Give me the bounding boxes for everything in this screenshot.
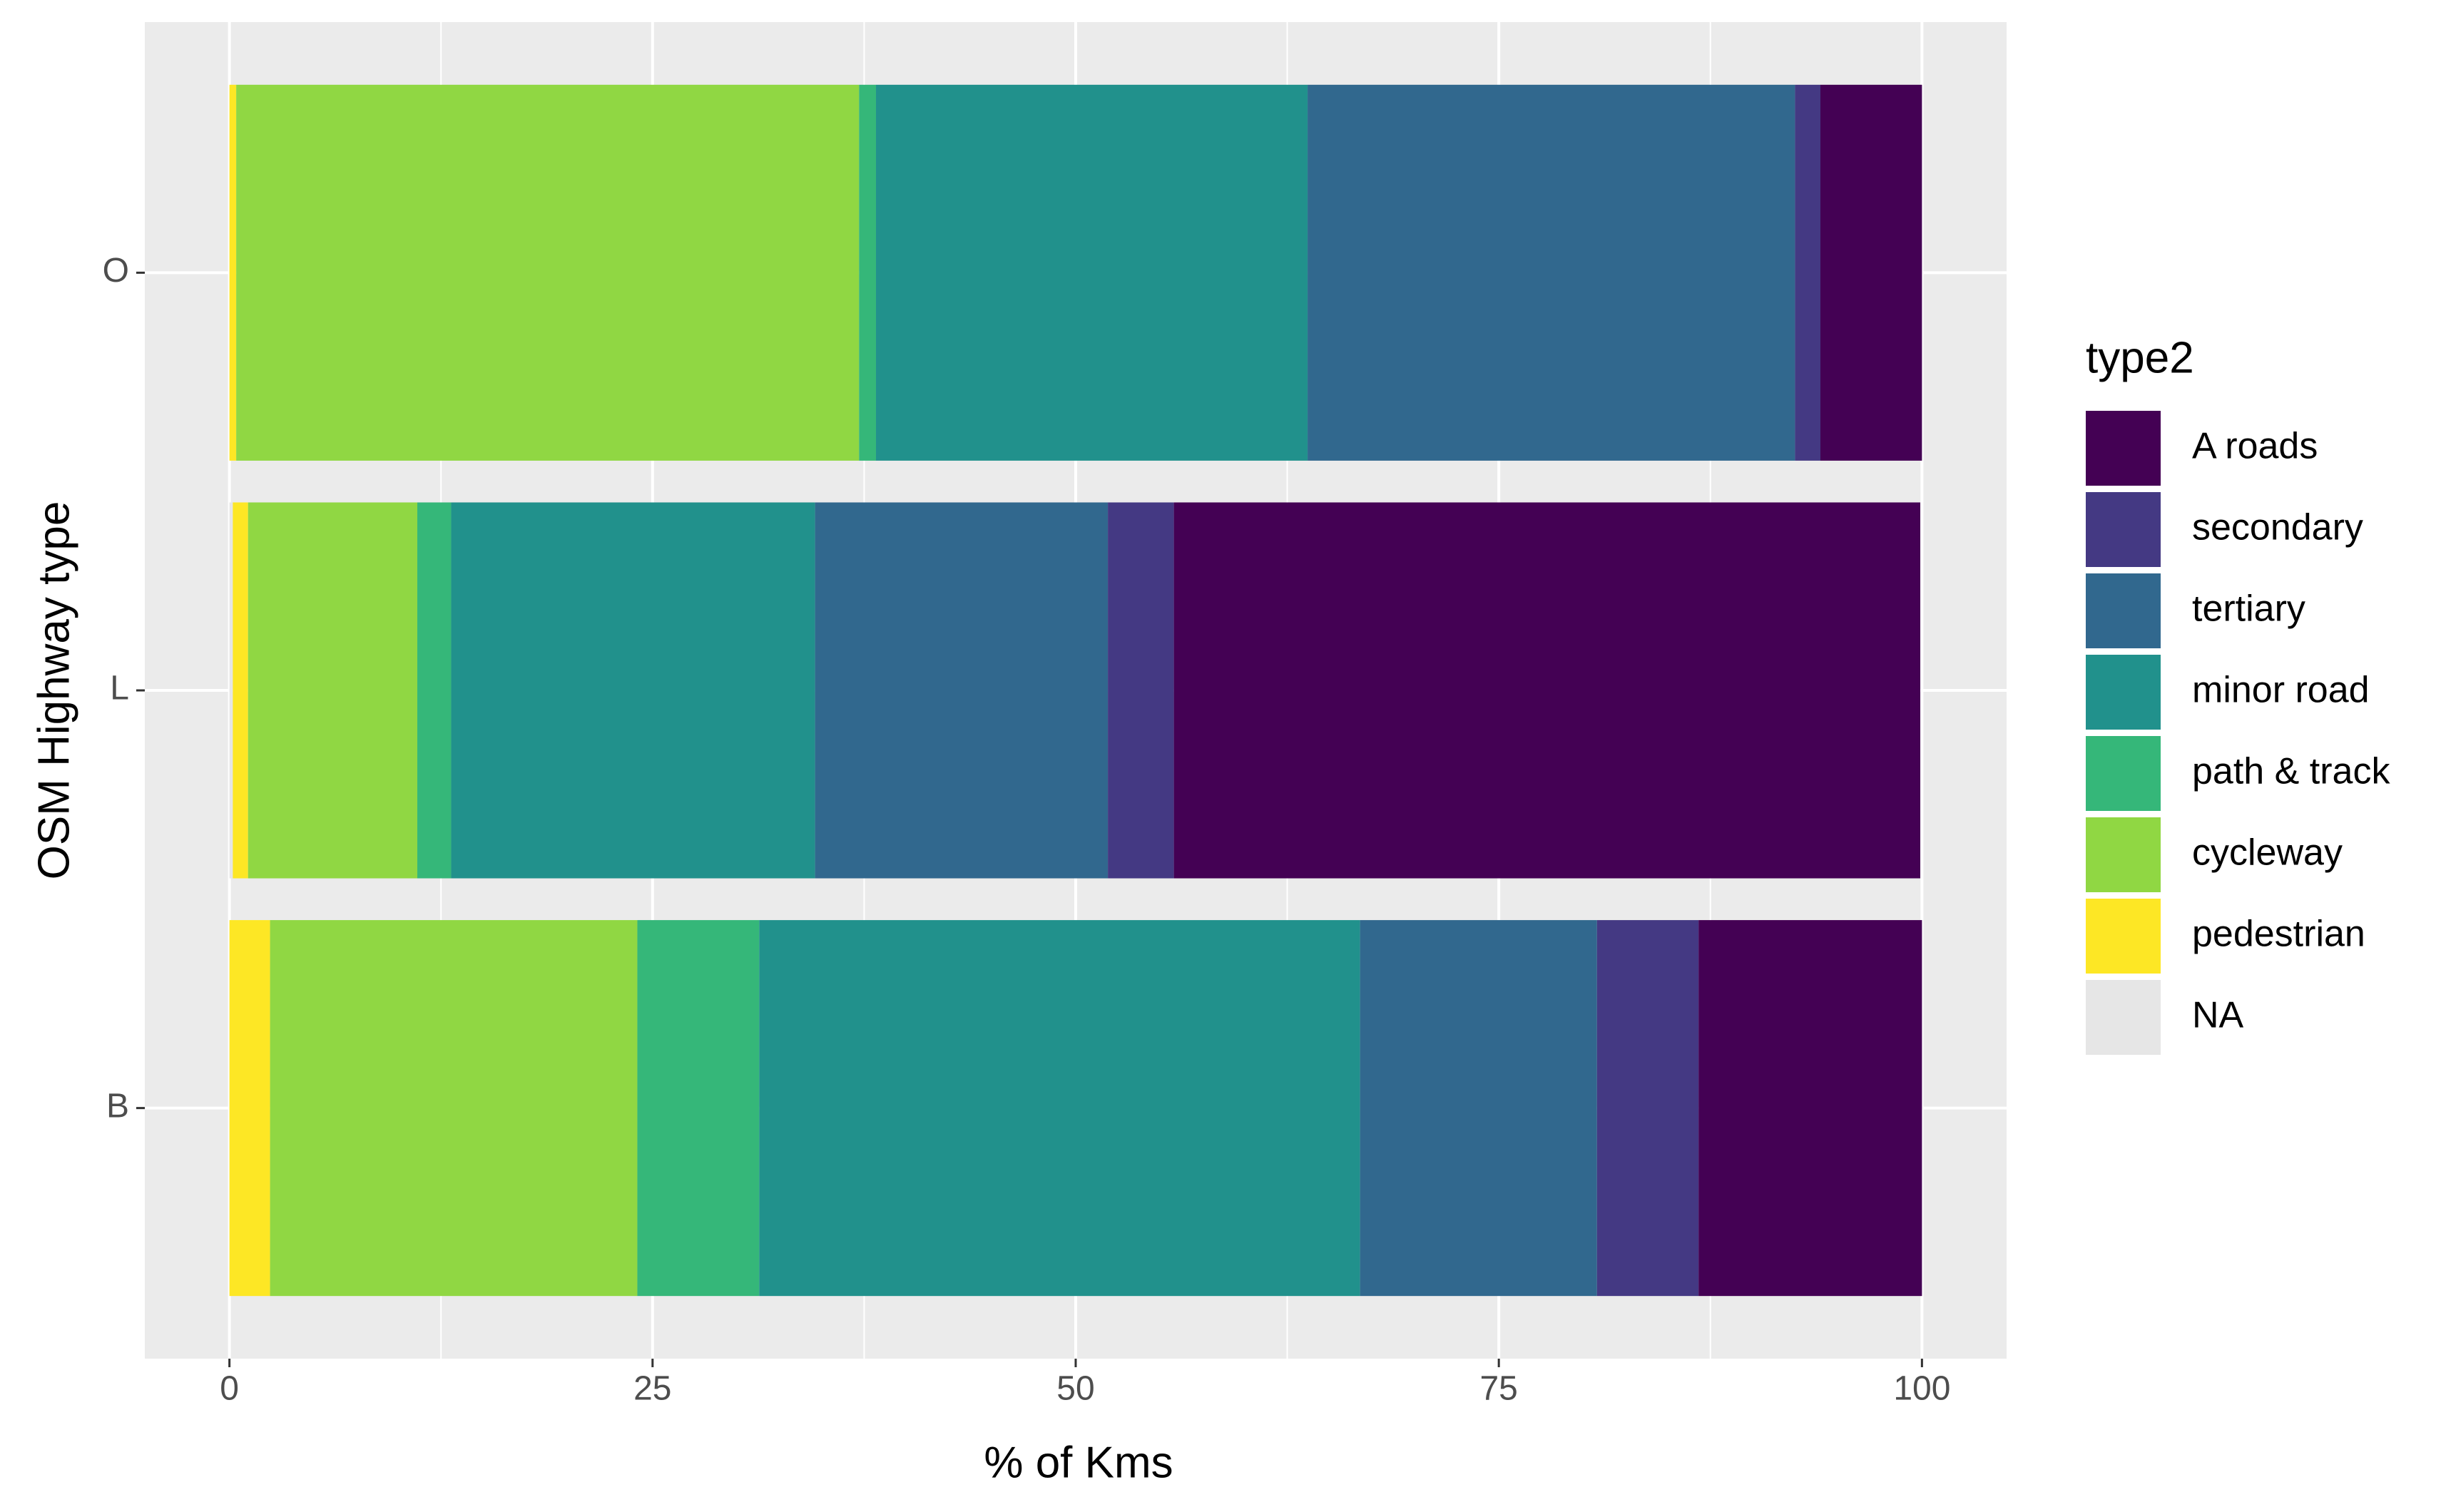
bar-segment [759,920,1360,1297]
bar-segment [815,502,1109,879]
legend-label: minor road [2192,670,2370,711]
bar-segment [1698,920,1922,1297]
bar-segment [1795,84,1820,461]
legend-key [2086,817,2161,892]
bar-segment [270,920,638,1297]
y-tick-label: L [110,670,129,708]
x-tick-label: 50 [1056,1370,1094,1408]
x-tick-label: 25 [633,1370,671,1408]
legend-label: cycleway [2192,832,2343,874]
x-tick-label: 75 [1479,1370,1517,1408]
legend-label: A roads [2192,426,2318,467]
bar-segment [229,920,270,1297]
bar-segment [229,502,233,879]
bar-segment [1308,84,1795,461]
legend-label: tertiary [2192,588,2305,630]
bar-segment [451,502,815,879]
legend-label: path & track [2192,751,2390,792]
legend-key [2086,492,2161,567]
legend-key [2086,655,2161,730]
bar-segment [233,502,248,879]
y-axis-title: OSM Highway type [29,501,78,880]
legend-key [2086,736,2161,811]
bar-segment [859,84,877,461]
x-axis-title: % of Kms [984,1438,1173,1487]
bar-segment [1820,84,1922,461]
bar-segment [417,502,452,879]
bar-segment [1173,502,1920,879]
legend-label: NA [2192,995,2244,1036]
bar-segment [1108,502,1174,879]
y-tick-label: B [106,1087,129,1125]
legend-label: secondary [2192,507,2363,548]
bar-segment [248,502,418,879]
legend-title: type2 [2086,333,2194,382]
y-tick-label: O [103,252,129,290]
bar-segment [637,920,760,1297]
x-tick-label: 0 [220,1370,239,1408]
legend-key [2086,980,2161,1055]
bar-segment [1596,920,1699,1297]
legend-label: pedestrian [2192,914,2365,955]
legend-key [2086,411,2161,486]
x-tick-label: 100 [1893,1370,1950,1408]
legend-key [2086,573,2161,648]
bar-segment [236,84,860,461]
legend-key [2086,899,2161,974]
bar-segment [1360,920,1597,1297]
bar-segment [229,84,237,461]
bar-segment [876,84,1308,461]
